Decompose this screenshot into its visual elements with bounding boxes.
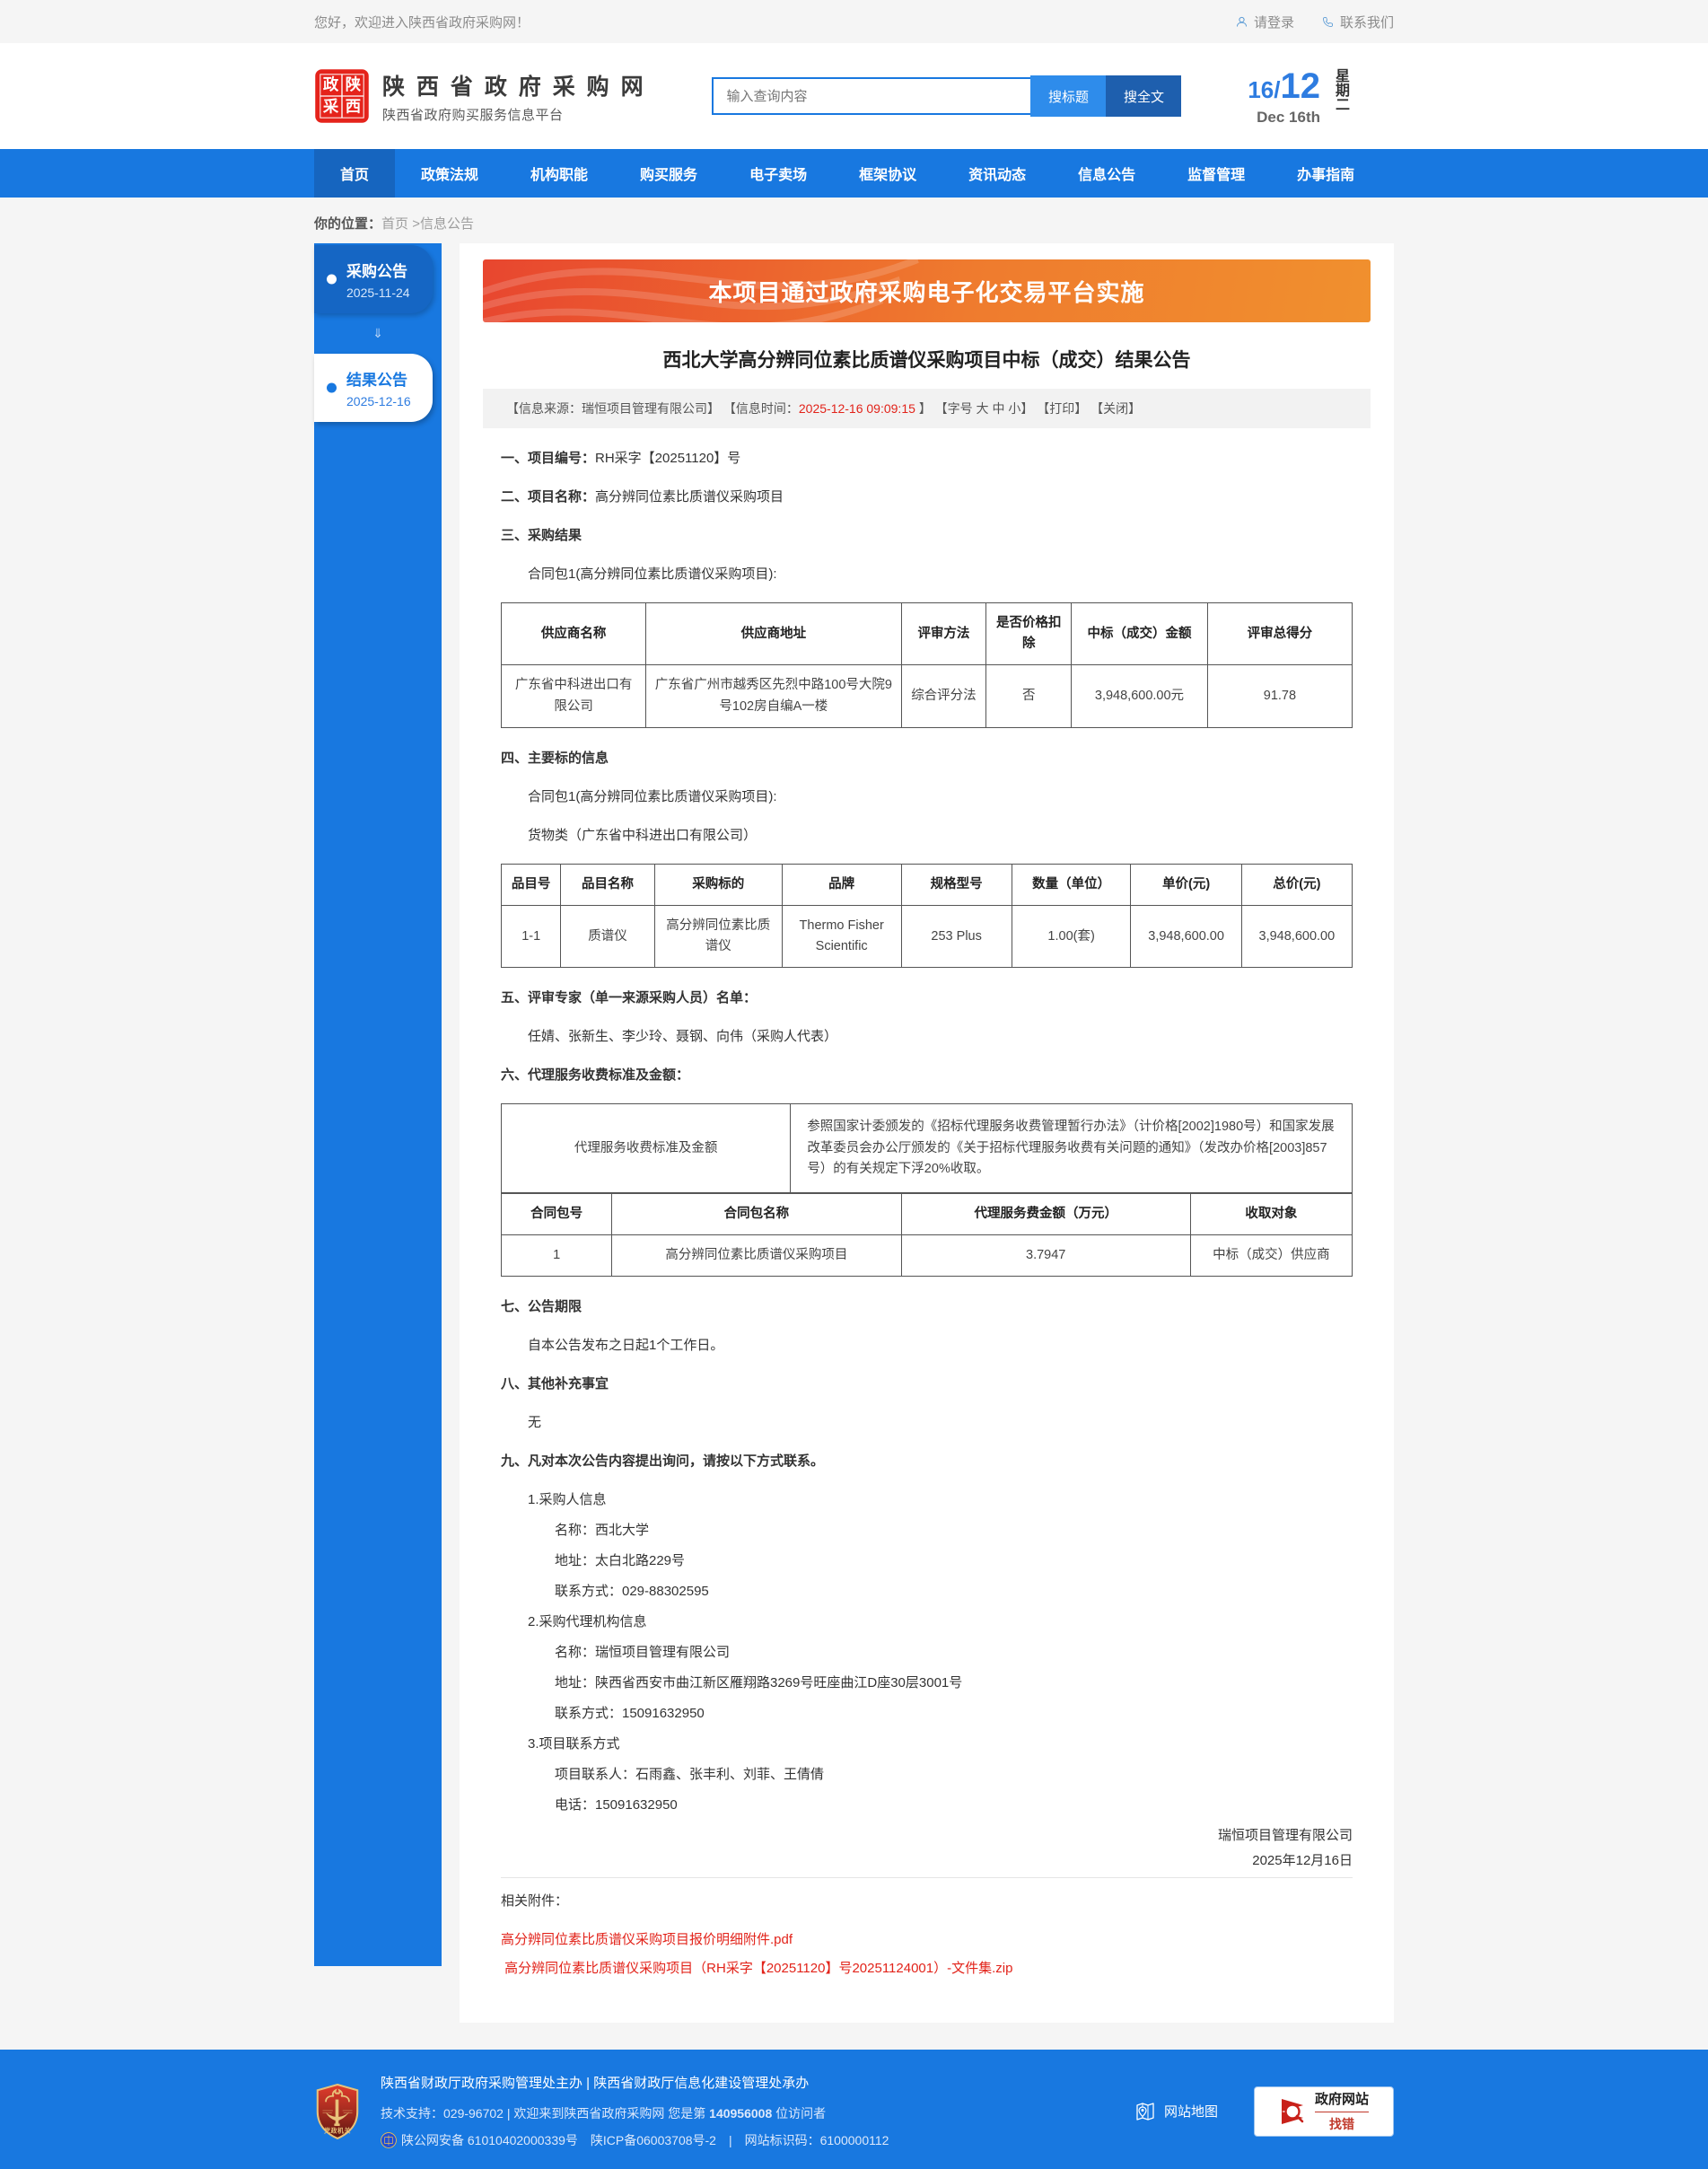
- svg-text:政: 政: [323, 75, 339, 93]
- svg-text:陕: 陕: [346, 75, 362, 93]
- svg-text:采: 采: [322, 97, 339, 115]
- svg-text:西: 西: [346, 97, 361, 115]
